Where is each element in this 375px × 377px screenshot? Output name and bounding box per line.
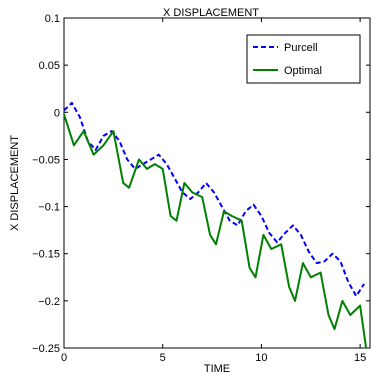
- y-tick-label: −0.05: [32, 154, 60, 166]
- chart-title: X DISPLACEMENT: [163, 7, 259, 19]
- x-tick-label: 15: [354, 352, 366, 364]
- legend: Purcell Optimal: [246, 34, 361, 84]
- x-axis-label: TIME: [204, 363, 230, 375]
- y-tick-label: 0: [54, 107, 60, 119]
- ticks-layer: 0 5 10 15 −0.25 −0.2 −0.15 −0.1 −0.05 0 0.05 0.1: [32, 13, 370, 364]
- series-line-optimal: [63, 113, 368, 349]
- series-layer: [63, 101, 368, 349]
- x-tick-label: 5: [160, 352, 166, 364]
- y-tick-label: −0.25: [32, 343, 60, 355]
- y-tick-label: 0.05: [39, 60, 60, 72]
- series-line-purcell: [63, 101, 365, 298]
- legend-label-purcell: Purcell: [284, 42, 318, 54]
- x-tick-label: 10: [255, 352, 267, 364]
- y-tick-label: 0.1: [45, 13, 60, 25]
- y-tick-label: −0.1: [38, 202, 60, 214]
- y-axis-label: X DISPLACEMENT: [9, 135, 21, 231]
- y-tick-label: −0.2: [38, 296, 60, 308]
- x-tick-label: 0: [61, 352, 67, 364]
- y-tick-label: −0.15: [32, 249, 60, 261]
- legend-box: [246, 34, 361, 84]
- legend-label-optimal: Optimal: [284, 65, 322, 77]
